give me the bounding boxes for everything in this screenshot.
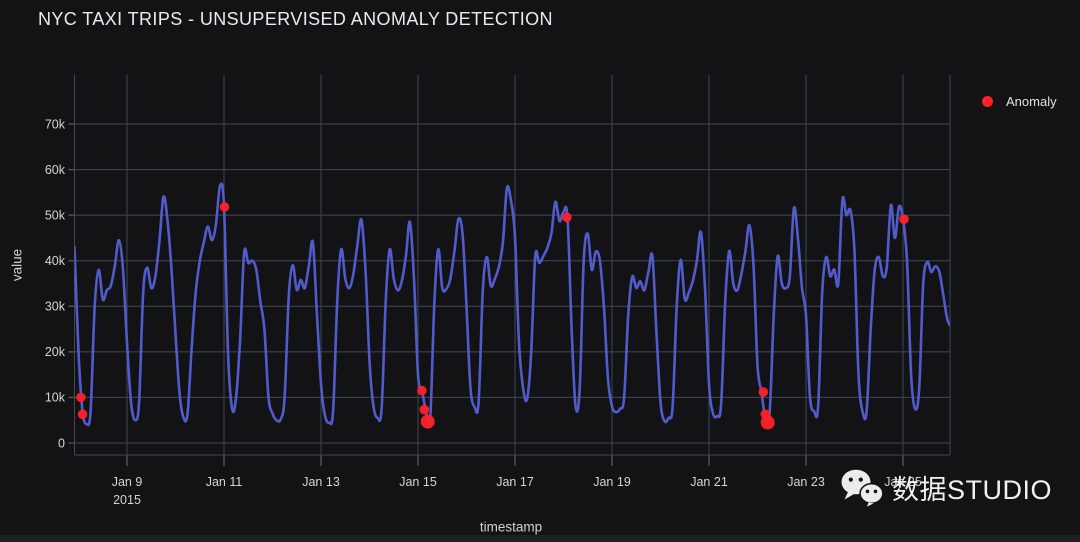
anomaly-legend-marker-icon <box>982 96 993 107</box>
x-tick-label: Jan 11 <box>206 475 243 489</box>
x-tick-label: Jan 15 <box>399 475 437 489</box>
anomaly-point <box>417 385 427 396</box>
anomaly-point <box>219 202 230 212</box>
value-series-line <box>74 182 950 429</box>
x-tick-label: Jan 25 <box>884 475 922 489</box>
anomaly-point <box>77 409 88 420</box>
anomaly-point <box>419 404 430 415</box>
y-tick-label: 10k <box>45 391 66 405</box>
y-tick-label: 50k <box>45 208 66 222</box>
wechat-icon <box>839 467 885 507</box>
bottom-bar <box>0 535 1080 542</box>
x-tick-label: Jan 21 <box>690 475 728 489</box>
anomaly-point <box>420 414 435 429</box>
watermark-text: 数据STUDIO <box>891 474 1052 505</box>
anomaly-point <box>760 415 775 430</box>
x-tick-sublabel: 2015 <box>113 493 141 507</box>
x-tick-label: Jan 13 <box>302 475 340 489</box>
anomaly-point <box>76 392 86 403</box>
y-tick-label: 0 <box>58 436 65 450</box>
anomaly-point <box>758 387 769 397</box>
anomaly-legend-label: Anomaly <box>1006 94 1057 109</box>
x-tick-label: Jan 19 <box>593 475 631 489</box>
page-title: NYC TAXI TRIPS - UNSUPERVISED ANOMALY DE… <box>38 9 553 29</box>
x-tick-label: Jan 9 <box>112 475 143 489</box>
x-tick-label: Jan 23 <box>787 475 825 489</box>
watermark: 数据STUDIO <box>839 467 1052 507</box>
anomaly-point <box>899 214 909 224</box>
y-tick-label: 70k <box>45 117 66 131</box>
y-tick-label: 30k <box>45 300 66 314</box>
legend-item-anomaly[interactable]: Anomaly <box>982 94 1057 109</box>
y-axis-title: value <box>9 248 25 282</box>
y-tick-label: 20k <box>45 345 66 359</box>
y-tick-label: 60k <box>45 163 66 177</box>
x-axis-title: timestamp <box>479 519 543 535</box>
anomaly-point <box>562 212 572 223</box>
y-tick-label: 40k <box>45 254 66 268</box>
x-tick-label: Jan 17 <box>496 475 534 489</box>
